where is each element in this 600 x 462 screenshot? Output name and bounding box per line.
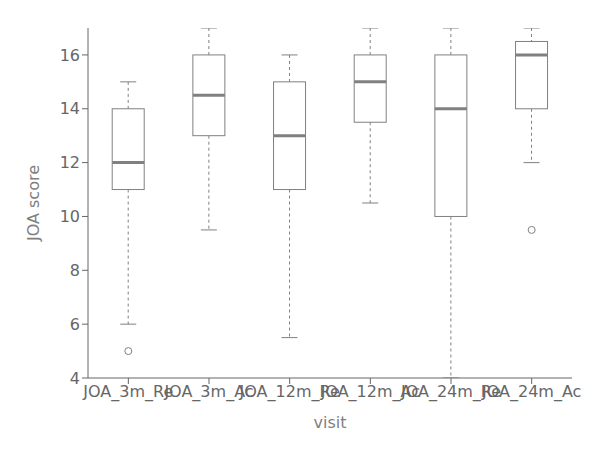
svg-text:JOA score: JOA score: [24, 165, 43, 242]
svg-text:10: 10: [60, 207, 80, 226]
svg-text:JOA_3m_Ac: JOA_3m_Ac: [164, 382, 254, 402]
svg-text:JOA_24m_Re: JOA_24m_Re: [400, 382, 502, 402]
svg-text:12: 12: [60, 153, 80, 172]
svg-text:8: 8: [70, 261, 80, 280]
svg-text:14: 14: [60, 99, 80, 118]
svg-text:JOA_3m_Re: JOA_3m_Re: [82, 382, 173, 402]
svg-text:JOA_12m_Re: JOA_12m_Re: [239, 382, 340, 402]
svg-text:4: 4: [70, 369, 80, 388]
svg-text:16: 16: [60, 46, 80, 65]
svg-text:6: 6: [70, 315, 80, 334]
svg-text:visit: visit: [314, 413, 347, 432]
svg-text:JOA_24m_Ac: JOA_24m_Ac: [481, 382, 581, 402]
svg-text:JOA_12m_Ac: JOA_12m_Ac: [320, 382, 420, 402]
